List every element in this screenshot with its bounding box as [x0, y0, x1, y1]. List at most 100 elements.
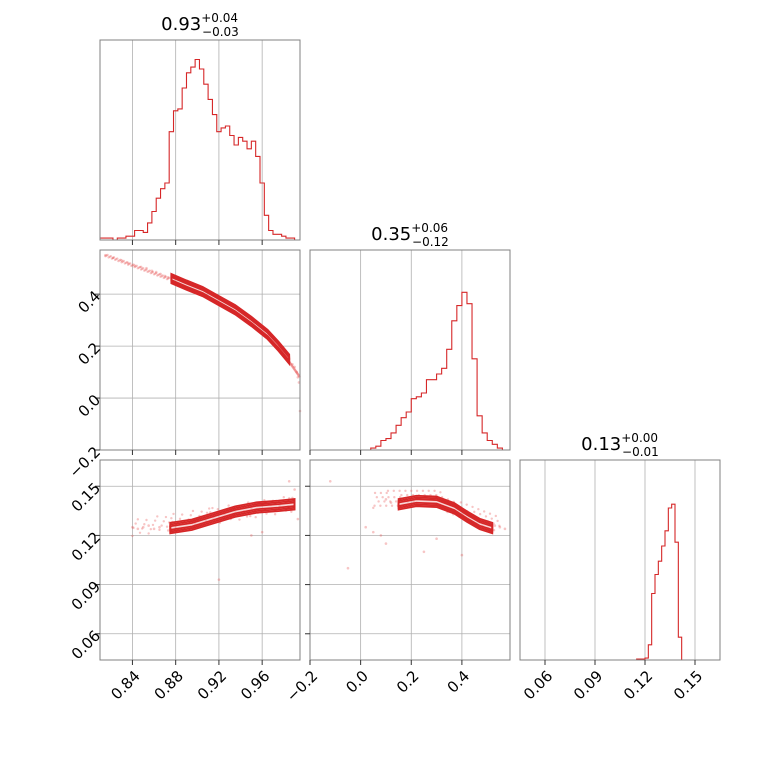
panel-3-2-sample-point — [498, 524, 501, 528]
panel-3-2-sample-point — [346, 566, 350, 570]
panel-2-1-sample-point — [289, 362, 293, 366]
panel-2-1-sample-point — [140, 267, 144, 271]
panel-2-1-sample-point — [293, 368, 297, 372]
panel-2-1-sample-point — [156, 274, 159, 277]
panel-3-1-sample-point — [145, 518, 148, 522]
panel-2-1-sample-point — [125, 261, 129, 264]
panel-2-1-sample-point — [145, 268, 148, 271]
panel-2-1-sample-point — [115, 258, 118, 261]
panel-3-1-sample-point — [216, 507, 220, 511]
panel-3-1-sample-point — [249, 514, 252, 518]
panel-2-1-sample-point — [131, 264, 134, 267]
panel-2-1-sample-point — [294, 370, 298, 374]
panel-2-1-sample-point — [111, 256, 115, 260]
panel-2-1-sample-point — [296, 372, 300, 376]
panel-2-1-sample-point — [112, 256, 116, 259]
panel-3-1-sample-point — [172, 512, 175, 516]
title-param-1: 0.93+0.04 −0.03 — [161, 11, 239, 39]
panel-3-2-sample-point — [373, 491, 377, 495]
panel-3-2-sample-point — [385, 504, 388, 507]
panel-3-1-sample-point — [170, 516, 173, 520]
panel-2-1-sample-point — [150, 269, 154, 273]
panel-3-1-sample-point — [138, 531, 142, 534]
panel-2-1-sample-point — [117, 259, 120, 263]
panel-3-2-xtick-label: 0.4 — [444, 667, 474, 697]
panel-3-2-sample-point — [392, 489, 395, 493]
panel-2-1-sample-point — [120, 259, 123, 262]
panel-3-1-sample-point — [131, 525, 134, 529]
panel-3-2-sample-point — [379, 504, 382, 507]
panel-3-3-grid — [544, 460, 696, 660]
panel-2-1-sample-point — [153, 272, 157, 275]
panel-3-1-sample-point — [254, 516, 257, 519]
panel-2-1-sample-point — [108, 255, 111, 259]
panel-3-1-sample-point — [143, 523, 146, 526]
panel-2-2-frame — [309, 249, 511, 451]
panel-2-1-ytick-label: −0.2 — [66, 443, 104, 481]
panel-3-2-sample-point — [389, 500, 392, 503]
panel-2-1-sample-point — [127, 262, 131, 266]
panel-3-2-xtick-label: 0.2 — [393, 667, 423, 697]
panel-3-2-sample-point — [478, 512, 482, 516]
panel-3-1-ytick-label: 0.15 — [68, 479, 104, 515]
panel-3-3-frame — [519, 459, 721, 661]
panel-3-2-sample-point — [389, 501, 393, 504]
panel-3-1-sample-point — [158, 525, 161, 529]
panel-2-1-sample-point — [134, 265, 137, 268]
panel-3-1-sample-point — [147, 524, 150, 527]
panel-3-2-contour-level — [397, 496, 494, 533]
panel-3-1-sample-point — [152, 527, 156, 531]
panel-2-1-contour-level — [170, 272, 291, 367]
panel-3-2-grid — [309, 460, 510, 660]
panel-2-1-sample-point — [148, 269, 151, 272]
panel-2-1-sample-point — [107, 256, 110, 259]
panel-3-2-sample-point — [492, 528, 496, 532]
panel-3-2-sample-point — [387, 496, 390, 499]
panel-2-1-sample-point — [291, 365, 294, 368]
panel-3-1-contour-level — [169, 498, 296, 535]
panel-3-1-sample-point — [151, 523, 155, 527]
panel-2-1-sample-point — [147, 270, 150, 273]
panel-2-1-sample-point — [136, 267, 140, 270]
title-param-3: 0.13+0.00 −0.01 — [581, 431, 659, 459]
panel-3-2-sample-point — [372, 506, 375, 510]
panel-2-1-frame — [99, 249, 301, 451]
panel-2-1-samples — [104, 253, 301, 378]
panel-2-1-sample-point — [167, 276, 171, 280]
panel-3-1-frame — [99, 459, 301, 661]
panel-2-1-sample-point — [291, 365, 295, 369]
panel-1-1-grid — [132, 40, 263, 240]
panel-2-1-sample-point — [135, 264, 138, 268]
panel-3-2-sample-point — [410, 489, 413, 493]
panel-2-1-sample-point — [166, 275, 170, 279]
panel-3-1-sample-point — [293, 488, 296, 491]
panel-2-1-sample-point — [146, 270, 149, 274]
panel-3-1-sample-point — [158, 528, 161, 532]
panel-2-1-sample-point — [104, 253, 107, 257]
panel-2-1-sample-point — [152, 273, 156, 276]
panel-3-2-sample-point — [439, 491, 442, 494]
panel-3-2-sample-point — [422, 550, 426, 554]
panel-1-1-frame — [99, 39, 301, 241]
panel-3-2-sample-point — [400, 493, 403, 497]
panel-2-1-sample-point — [166, 277, 170, 280]
panel-3-1-sample-point — [136, 527, 140, 531]
panel-2-2-grid — [309, 250, 463, 450]
panel-3-2-sample-point — [390, 504, 394, 507]
panel-2-1-sample-point — [143, 269, 146, 272]
panel-3-1-sample-point — [156, 515, 159, 518]
panel-2-1-sample-point — [150, 271, 154, 274]
panel-3-1-sample-point — [296, 517, 300, 521]
panel-3-2-sample-point — [375, 496, 379, 499]
panel-2-1-sample-point — [139, 265, 143, 269]
panel-2-1-sample-point — [158, 273, 161, 276]
panel-2-1-sample-point — [126, 261, 130, 265]
panel-2-1-sample-point — [161, 274, 164, 277]
panel-2-1-sample-point — [295, 372, 299, 375]
panel-3-3-xtick-label: 0.09 — [570, 667, 606, 703]
panel-2-1-sample-point — [142, 267, 145, 270]
panel-3-1-sample-point — [282, 496, 285, 499]
panel-2-1-sample-point — [149, 271, 153, 275]
panel-3-1-sample-point — [250, 534, 253, 537]
